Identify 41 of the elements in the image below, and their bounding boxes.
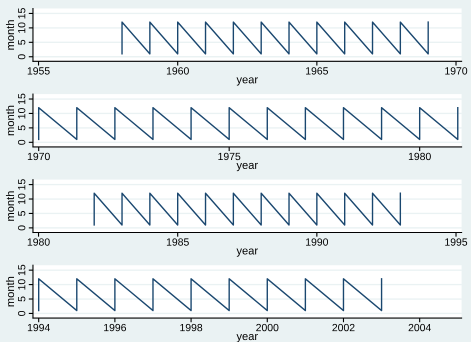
x-tick-label: 1955 (28, 67, 50, 75)
y-tick-label: 0 (18, 310, 26, 316)
x-tick-label: 1970 (28, 152, 50, 160)
y-tick-label: 0 (18, 225, 26, 230)
y-tick-label: 10 (18, 22, 26, 33)
y-axis-title: month (6, 106, 14, 136)
y-tick-label: 15 (18, 264, 26, 276)
x-tick-label: 2000 (256, 324, 278, 332)
y-tick-label: 5 (18, 210, 26, 216)
y-tick-label: 10 (18, 279, 26, 290)
x-tick-label: 1975 (218, 152, 240, 160)
x-tick-label: 1980 (28, 238, 50, 246)
y-tick-label: 10 (18, 108, 26, 118)
y-axis-title: month (6, 191, 14, 221)
y-tick-label: 15 (18, 94, 26, 104)
y-tick-label: 0 (18, 54, 26, 60)
y-tick-label: 15 (18, 179, 26, 190)
x-tick-label: 1996 (104, 324, 126, 332)
x-axis-title: year (236, 77, 258, 86)
x-tick-label: 2002 (332, 324, 355, 332)
x-tick-label: 1995 (445, 238, 468, 246)
x-axis-title: year (236, 334, 258, 342)
x-axis-title: year (236, 162, 258, 172)
y-axis-title: month (6, 276, 14, 306)
y-tick-label: 5 (18, 296, 26, 302)
x-tick-label: 1990 (306, 238, 328, 246)
x-tick-label: 1960 (166, 67, 189, 75)
y-axis-title: month (6, 20, 14, 50)
x-tick-label: 1998 (180, 324, 202, 332)
y-tick-label: 15 (18, 8, 26, 18)
x-axis-title: year (236, 248, 258, 257)
x-tick-label: 1985 (166, 238, 189, 246)
x-tick-label: 2004 (408, 324, 431, 332)
y-tick-label: 0 (18, 140, 26, 145)
y-tick-label: 5 (18, 40, 26, 45)
x-tick-label: 1970 (445, 67, 468, 75)
y-tick-label: 10 (18, 194, 26, 204)
y-tick-label: 5 (18, 125, 26, 130)
x-tick-label: 1980 (408, 152, 431, 160)
x-tick-label: 1965 (306, 67, 328, 75)
x-tick-label: 1994 (28, 324, 50, 332)
